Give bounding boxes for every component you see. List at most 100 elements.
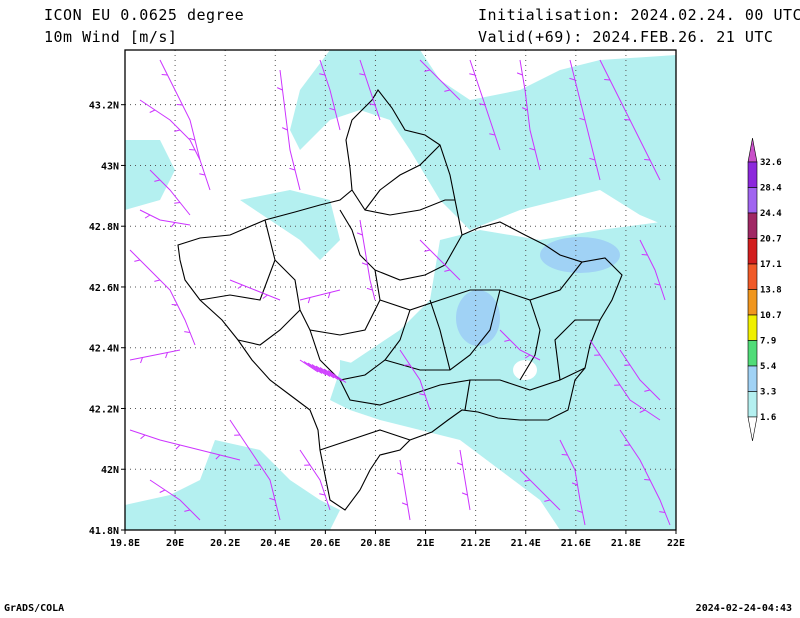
wind-barb-flag: [276, 87, 283, 91]
wind-barb-flag: [516, 72, 523, 76]
wind-barb-flag: [140, 357, 143, 364]
district-border: [364, 144, 441, 211]
colorbar-swatch: [747, 365, 758, 392]
wind-barb-flag: [303, 361, 323, 374]
district-border: [374, 234, 463, 281]
wind-barb-flag: [175, 444, 181, 450]
wind-barb-flag: [319, 493, 326, 496]
wind-barb-flag: [639, 409, 646, 413]
valid-time: Valid(+69): 2024.FEB.26. 21 UTC: [478, 28, 774, 46]
country-borders: [177, 89, 623, 511]
wind-barbs: [129, 59, 671, 526]
wind-barb-flag: [469, 73, 476, 76]
wind-streamline: [639, 239, 666, 301]
wind-barb-flag: [659, 511, 666, 513]
lon-tick-label: 21.4E: [511, 538, 541, 549]
wind-streamline: [149, 479, 201, 521]
wind-barb-flag: [299, 359, 319, 373]
wind-barb-flag: [170, 222, 176, 228]
lat-tick-label: 43N: [101, 161, 119, 172]
colorbar-label: 1.6: [760, 413, 776, 423]
latitude-axis: 43.2N 43N 42.8N 42.6N 42.4N 42.2N 42N 41.8N: [89, 101, 125, 537]
lat-tick-label: 42.2N: [89, 404, 119, 415]
shading-band-east: [600, 375, 676, 440]
wind-barb-flag: [319, 73, 326, 76]
lat-tick-label: 42.8N: [89, 222, 119, 233]
shading-band-north: [290, 50, 676, 230]
wind-speed-shading: [125, 50, 676, 530]
wind-barb-flag: [444, 269, 451, 272]
wind-barb-flag: [366, 287, 373, 291]
colorbar-swatch: [747, 238, 758, 265]
colorbar-legend: 32.6 28.4 24.4 20.7 17.1 13.8 10.7 7.9 5.4 3.3 1.6: [747, 137, 782, 442]
district-border: [339, 367, 586, 406]
shading-band-mid: [340, 360, 430, 410]
wind-barb-flag: [576, 510, 583, 513]
lon-tick-label: 21.2E: [461, 538, 491, 549]
wind-barb-flag: [589, 157, 596, 161]
colorbar-label: 24.4: [760, 209, 782, 219]
colorbar-top-arrow: [747, 137, 758, 163]
shading-core-east: [540, 237, 620, 273]
wind-barb-flag: [165, 352, 168, 359]
wind-barb-flag: [154, 279, 161, 282]
wind-barb-flag: [289, 167, 296, 171]
wind-barb-flag: [401, 502, 408, 506]
wind-barb-flag: [174, 202, 181, 204]
colorbar-swatch: [747, 263, 758, 290]
lon-tick-label: 20.6E: [310, 538, 340, 549]
wind-barb-flag: [524, 479, 531, 482]
wind-streamline: [159, 59, 211, 191]
district-border: [379, 261, 583, 311]
lon-tick-label: 21E: [417, 538, 435, 549]
wind-streamline: [419, 239, 461, 281]
longitude-axis: 19.8E 20E 20.2E 20.4E 20.6E 20.8E 21E 21.2E 21.4…: [110, 530, 685, 549]
lat-tick-label: 43.2N: [89, 101, 119, 112]
lon-tick-label: 22E: [667, 538, 685, 549]
wind-barb-flag: [444, 89, 451, 92]
wind-barb-flag: [184, 331, 191, 333]
plot-frame: [124, 49, 677, 531]
colorbar-label: 28.4: [760, 184, 782, 194]
wind-streamline: [299, 449, 331, 511]
colorbar-swatch: [747, 289, 758, 316]
lon-tick-label: 20.4E: [260, 538, 290, 549]
colorbar-label: 5.4: [760, 362, 777, 372]
wind-streamline: [129, 249, 196, 346]
shading-band-center: [330, 220, 676, 530]
wind-barb-flag: [369, 103, 376, 106]
colorbar-swatch: [747, 391, 758, 418]
wind-streamline: [139, 209, 191, 226]
wind-streamline: [129, 349, 181, 361]
wind-barb-flag: [281, 127, 288, 131]
wind-barb-flag: [579, 117, 586, 121]
colorbar-label: 13.8: [760, 286, 782, 296]
shading-band-west: [125, 140, 175, 210]
wind-streamline: [399, 459, 411, 521]
wind-barb-flag: [329, 107, 336, 111]
wind-barb-flag: [419, 393, 426, 396]
wind-barb-flag: [524, 354, 531, 359]
wind-barb-flag: [319, 367, 339, 380]
colorbar-swatch: [747, 340, 758, 367]
country-outline: [177, 89, 623, 511]
wind-barb-flag: [361, 262, 368, 266]
colorbar-swatch: [747, 161, 758, 188]
wind-barb-flag: [307, 362, 327, 376]
district-border: [199, 259, 276, 301]
wind-barb-flag: [654, 283, 661, 286]
wind-barb-flag: [569, 77, 576, 81]
wind-streamline: [419, 59, 461, 101]
shading-band-south: [125, 440, 340, 530]
lat-tick-label: 42.4N: [89, 344, 119, 355]
wind-barb-flag: [174, 129, 181, 132]
wind-barb-flag: [327, 292, 331, 299]
wind-streamline: [319, 59, 341, 131]
initialisation-time: Initialisation: 2024.02.24. 00 UTC: [478, 6, 800, 24]
wind-barb-flag: [544, 499, 551, 502]
district-border: [264, 209, 381, 336]
wind-streamline: [619, 349, 661, 401]
wind-barb-flag: [424, 249, 431, 252]
wind-streamline: [459, 449, 471, 511]
district-border: [319, 429, 411, 451]
